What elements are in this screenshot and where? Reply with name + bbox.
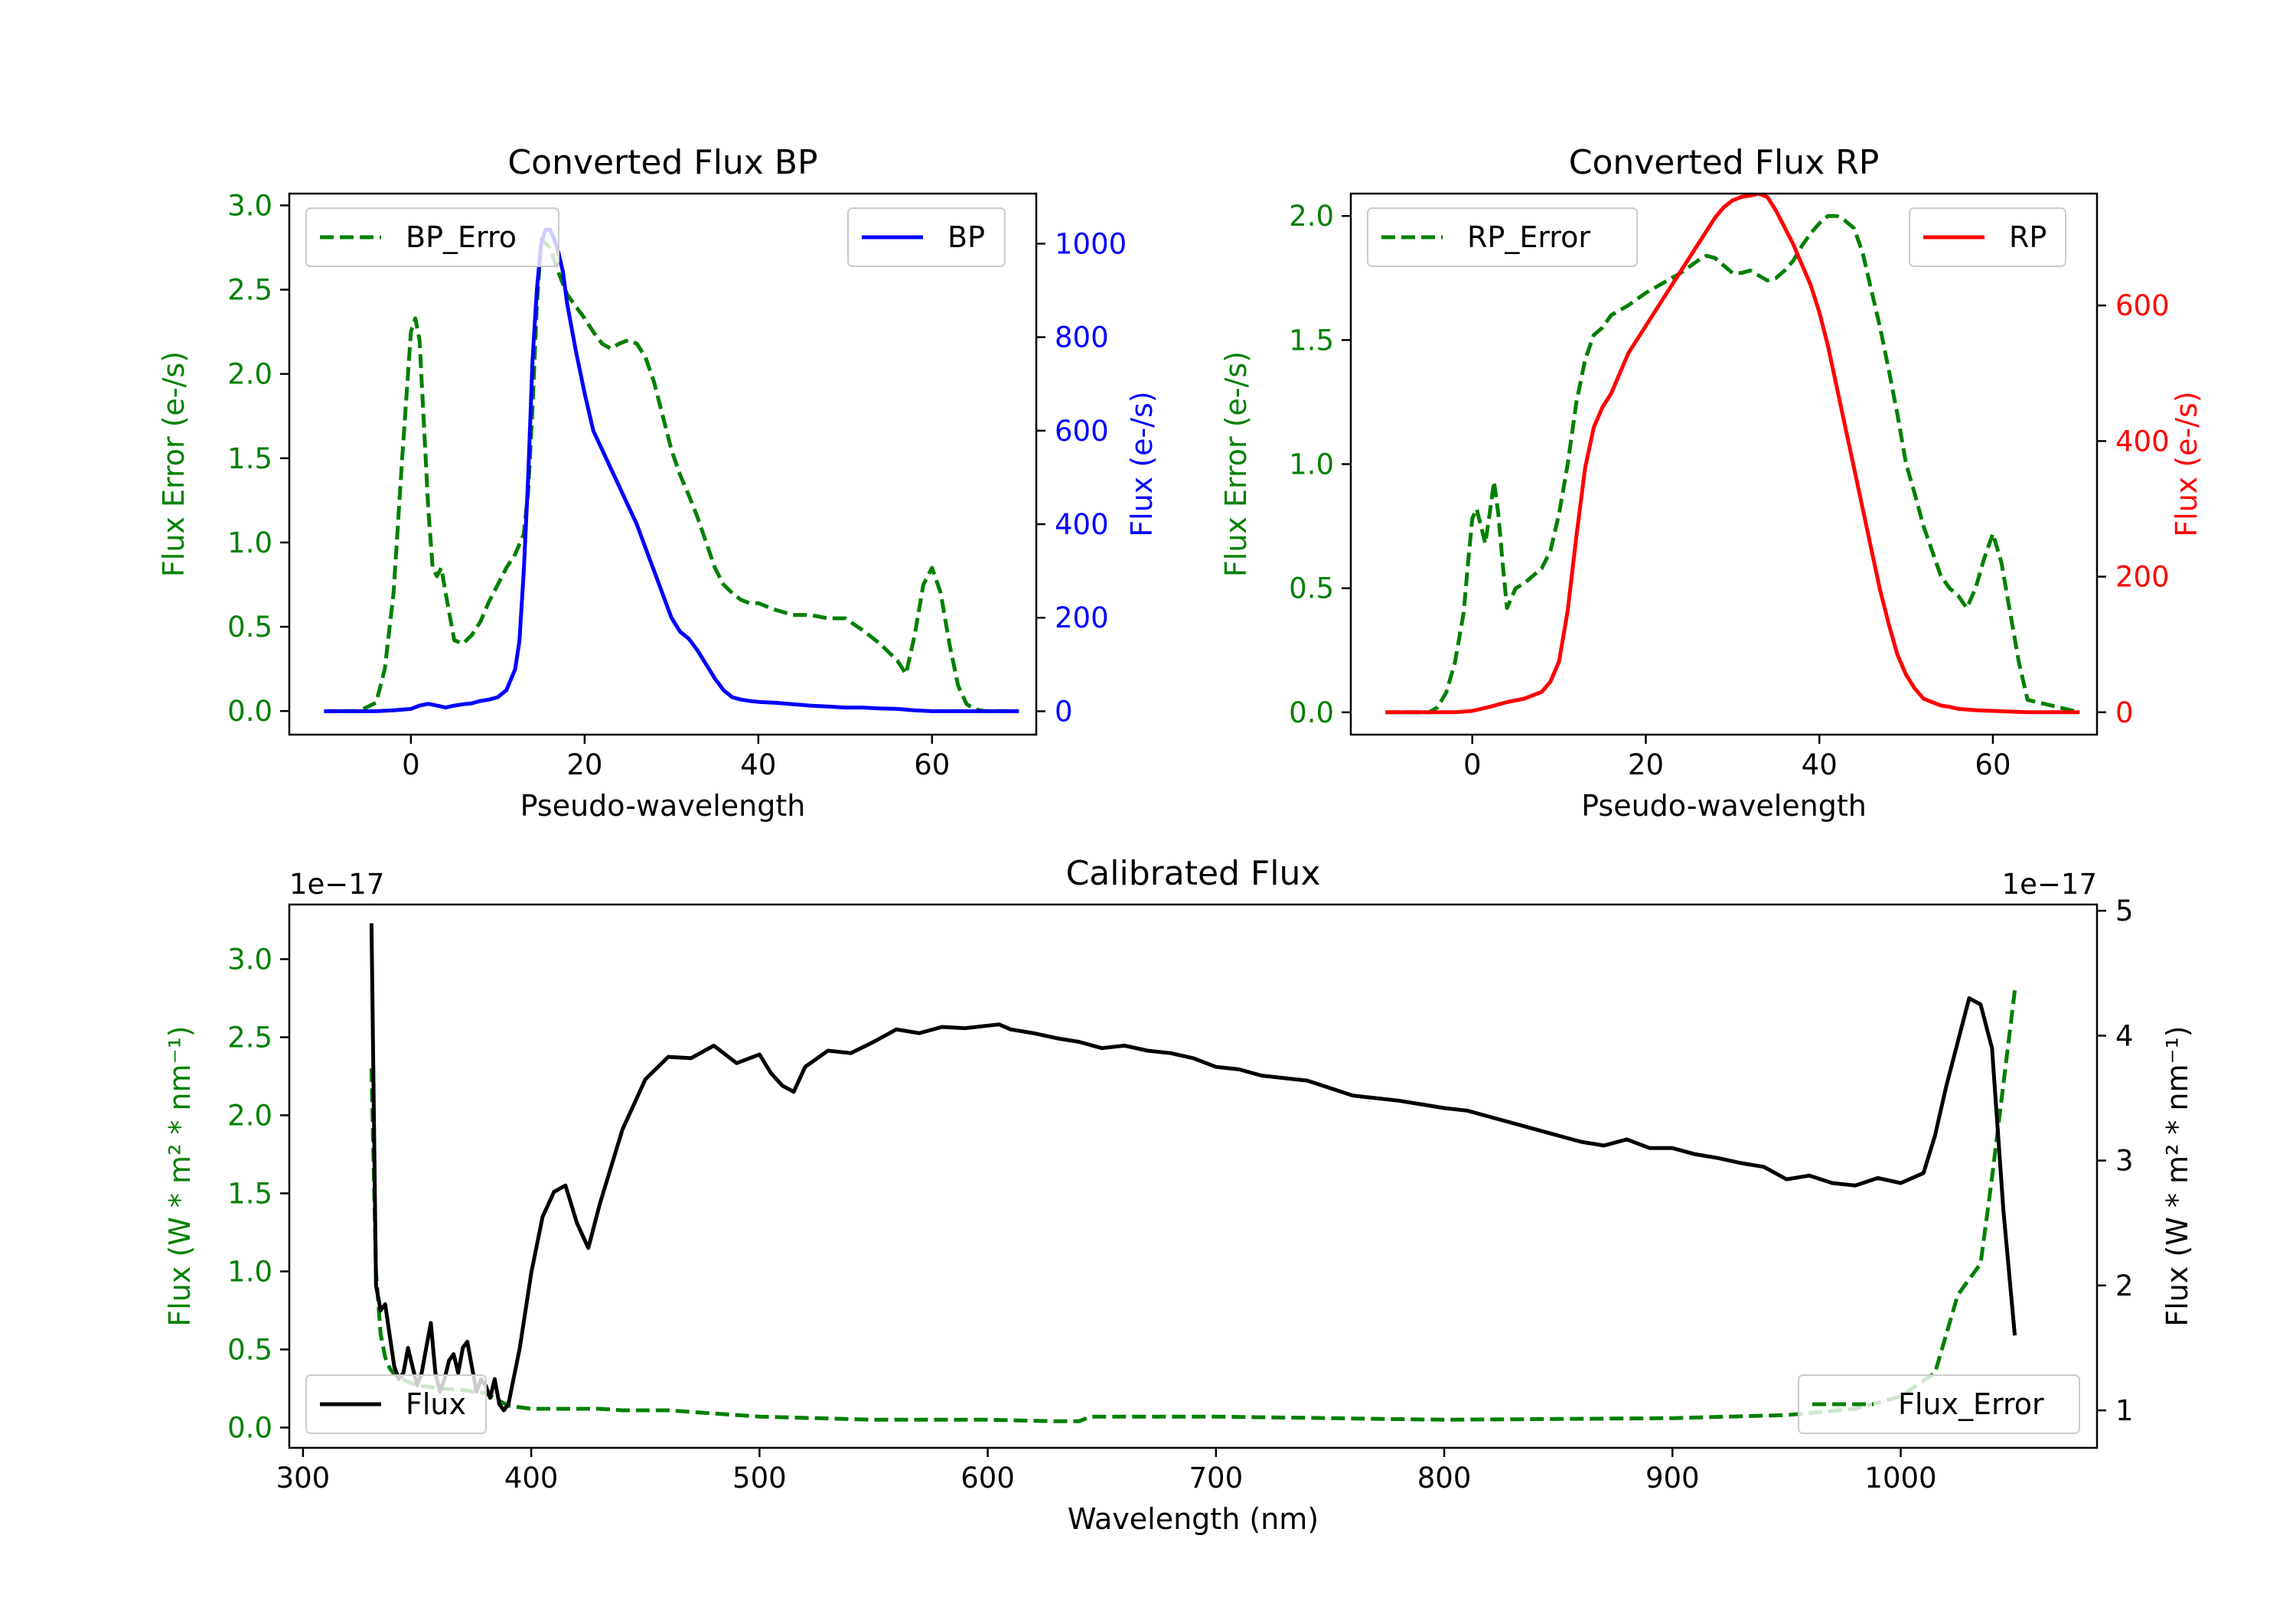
chart-bp: Converted Flux BP 0 20 40 60 Pseudo-wavelengt…: [157, 143, 1159, 823]
y-axis-label-left: Flux (W * m² * nm⁻¹): [163, 1025, 197, 1326]
series-line-rp: [1385, 194, 2080, 715]
y-tick-label-right: 200: [2115, 561, 2170, 594]
y-tick-label-left: 0.5: [1289, 572, 1334, 605]
y-tick-label-left: 3.0: [227, 943, 272, 976]
x-tick-label: 20: [566, 748, 602, 781]
y-tick-label-left: 0.5: [227, 1333, 272, 1366]
chart-title: Converted Flux BP: [507, 143, 817, 182]
y-tick-label-right: 4: [2115, 1019, 2134, 1052]
series-group: [369, 923, 2017, 1423]
series-line-flux-error: [369, 989, 2017, 1423]
x-tick-label: 40: [1802, 748, 1838, 781]
legend-label: Flux: [406, 1387, 466, 1421]
legend-box: [1367, 207, 1638, 267]
y-axis-label-left: Flux Error (e-/s): [157, 351, 191, 577]
y-tick-label-left: 0.0: [1289, 696, 1334, 729]
chart-rp: Converted Flux RP 0 20 40 60 Pseudo-wavelengt…: [1219, 143, 2203, 823]
y-tick-label-left: 2.5: [227, 1021, 272, 1054]
legend-error: RP_Error: [1367, 207, 1638, 267]
legend-label: RP_Error: [1467, 220, 1590, 254]
y-tick-label-left: 0.0: [227, 1411, 272, 1444]
legend-box: [1909, 207, 2066, 267]
y-tick-label-left: 0.5: [227, 611, 272, 644]
x-axis-label: Pseudo-wavelength: [520, 789, 806, 823]
y-axis-label-left: Flux Error (e-/s): [1219, 351, 1253, 577]
y-tick-label-right: 5: [2115, 895, 2134, 927]
y-tick-label-left: 2.0: [1289, 200, 1334, 233]
x-axis-label: Wavelength (nm): [1068, 1502, 1319, 1536]
plot-frame: [288, 903, 2099, 1449]
legend-flux: BP: [847, 207, 1006, 267]
chart-cal: Calibrated Flux 300 400 500 600 700 800 900 1000…: [163, 854, 2194, 1536]
x-tick-label: 500: [732, 1462, 787, 1495]
y-tick-label-right: 800: [1055, 321, 1109, 354]
legend-label: BP: [947, 220, 985, 254]
x-tick-label: 1000: [1864, 1462, 1936, 1495]
y-tick-label-left: 3.0: [227, 189, 272, 222]
legend-box: [1798, 1374, 2080, 1434]
x-tick-label: 40: [740, 748, 776, 781]
x-tick-label: 20: [1628, 748, 1664, 781]
y-tick-label-left: 2.0: [227, 1099, 272, 1132]
y-tick-label-left: 1.0: [227, 526, 272, 559]
y-tick-label-left: 1.5: [1289, 324, 1334, 357]
series-line-bp-error: [324, 237, 1019, 713]
y-axis-label-right: Flux (W * m² * nm⁻¹): [2161, 1025, 2194, 1326]
y-tick-label-right: 400: [1055, 508, 1109, 541]
chart-title: Converted Flux RP: [1569, 143, 1880, 182]
legend-box: [305, 207, 559, 267]
legend-error: BP_Erro: [305, 207, 559, 267]
y-axis-label-right: Flux (e-/s): [1125, 391, 1159, 536]
y-tick-label-right: 0: [2115, 696, 2134, 729]
x-tick-label: 700: [1189, 1462, 1244, 1495]
series-group: [1385, 194, 2080, 715]
y-tick-label-right: 3: [2115, 1145, 2134, 1178]
legend-flux-error: Flux_Error: [1798, 1374, 2080, 1434]
x-tick-label: 600: [960, 1462, 1015, 1495]
legend-label: Flux_Error: [1898, 1387, 2044, 1421]
series-line-rp-error: [1385, 214, 2080, 715]
y-tick-label-right: 400: [2115, 425, 2170, 458]
x-tick-label: 300: [276, 1462, 331, 1495]
y-tick-label-left: 1.0: [227, 1255, 272, 1288]
y-tick-label-right: 0: [1055, 695, 1073, 728]
y-tick-label-right: 1: [2115, 1394, 2134, 1427]
legend-label: BP_Erro: [406, 220, 517, 254]
legend-flux: RP: [1909, 207, 2066, 267]
x-tick-label: 0: [402, 748, 420, 781]
offset-label-right: 1e−17: [2002, 868, 2097, 901]
y-tick-label-right: 1000: [1055, 227, 1127, 260]
y-tick-label-left: 1.5: [227, 1177, 272, 1210]
y-tick-label-right: 600: [1055, 415, 1109, 448]
y-tick-label-left: 1.0: [1289, 448, 1334, 481]
offset-label-left: 1e−17: [289, 868, 384, 901]
y-axis-label-right: Flux (e-/s): [2170, 391, 2203, 536]
legend-flux: Flux: [305, 1374, 487, 1434]
y-tick-label-left: 2.5: [227, 274, 272, 307]
y-tick-label-left: 2.0: [227, 358, 272, 391]
x-tick-label: 800: [1417, 1462, 1472, 1495]
x-axis-label: Pseudo-wavelength: [1581, 789, 1867, 823]
x-tick-label: 0: [1463, 748, 1482, 781]
legend-box: [305, 1374, 487, 1434]
series-group: [324, 227, 1019, 713]
y-tick-label-right: 200: [1055, 601, 1109, 634]
y-tick-label-right: 2: [2115, 1270, 2134, 1302]
x-tick-label: 400: [504, 1462, 559, 1495]
series-line-flux: [369, 923, 2017, 1413]
legend-label: RP: [2009, 220, 2047, 254]
y-tick-label-left: 1.5: [227, 442, 272, 475]
legend-box: [847, 207, 1006, 267]
x-tick-label: 900: [1645, 1462, 1700, 1495]
plot-frame: [1349, 192, 2099, 736]
chart-title: Calibrated Flux: [1066, 854, 1321, 893]
series-line-bp: [324, 227, 1019, 713]
x-tick-label: 60: [1975, 748, 2011, 781]
y-tick-label-right: 600: [2115, 289, 2170, 322]
plot-frame: [288, 192, 1038, 736]
x-tick-label: 60: [914, 748, 950, 781]
y-tick-label-left: 0.0: [227, 695, 272, 728]
